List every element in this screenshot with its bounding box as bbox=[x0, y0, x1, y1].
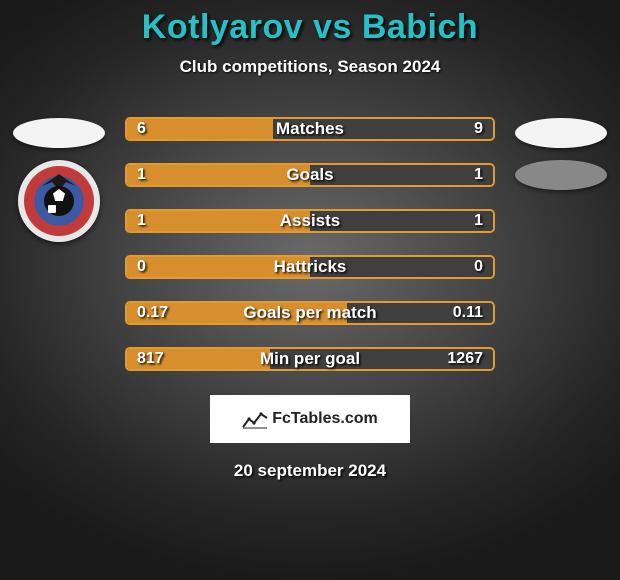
stat-label: Min per goal bbox=[260, 349, 360, 369]
stat-value-right: 1 bbox=[474, 166, 483, 184]
stat-fill-left bbox=[127, 165, 310, 185]
stat-row: 817 1267 Min per goal bbox=[125, 347, 495, 371]
stat-value-left: 0 bbox=[137, 258, 146, 276]
stat-value-right: 1 bbox=[474, 212, 483, 230]
page-title: Kotlyarov vs Babich bbox=[0, 0, 620, 47]
stat-label: Hattricks bbox=[274, 257, 347, 277]
stat-value-left: 1 bbox=[137, 212, 146, 230]
brand-box[interactable]: FcTables.com bbox=[210, 395, 410, 443]
stat-fill-right bbox=[310, 165, 493, 185]
stat-row: 6 9 Matches bbox=[125, 117, 495, 141]
left-player-column bbox=[14, 118, 104, 242]
stat-value-right: 1267 bbox=[447, 350, 483, 368]
player-placeholder-left bbox=[13, 118, 105, 148]
stat-row: 1 1 Goals bbox=[125, 163, 495, 187]
club-placeholder-right bbox=[515, 160, 607, 190]
stat-value-left: 817 bbox=[137, 350, 164, 368]
stat-label: Goals per match bbox=[243, 303, 376, 323]
stat-label: Goals bbox=[286, 165, 333, 185]
subtitle: Club competitions, Season 2024 bbox=[0, 57, 620, 77]
brand-chart-icon bbox=[242, 409, 268, 429]
brand-text: FcTables.com bbox=[272, 410, 378, 428]
stat-value-left: 6 bbox=[137, 120, 146, 138]
club-badge-left bbox=[18, 160, 100, 242]
stat-value-right: 0 bbox=[474, 258, 483, 276]
soccer-ball-icon bbox=[44, 186, 74, 216]
stat-value-right: 9 bbox=[474, 120, 483, 138]
stat-value-right: 0.11 bbox=[453, 304, 483, 322]
content: Kotlyarov vs Babich Club competitions, S… bbox=[0, 0, 620, 580]
stat-row: 1 1 Assists bbox=[125, 209, 495, 233]
stat-value-left: 0.17 bbox=[137, 304, 168, 322]
stat-fill-left bbox=[127, 119, 273, 139]
stat-value-left: 1 bbox=[137, 166, 146, 184]
stat-label: Assists bbox=[280, 211, 340, 231]
player-placeholder-right bbox=[515, 118, 607, 148]
stat-row: 0 0 Hattricks bbox=[125, 255, 495, 279]
date-line: 20 september 2024 bbox=[0, 461, 620, 481]
stat-row: 0.17 0.11 Goals per match bbox=[125, 301, 495, 325]
stat-label: Matches bbox=[276, 119, 344, 139]
right-player-column bbox=[516, 118, 606, 190]
